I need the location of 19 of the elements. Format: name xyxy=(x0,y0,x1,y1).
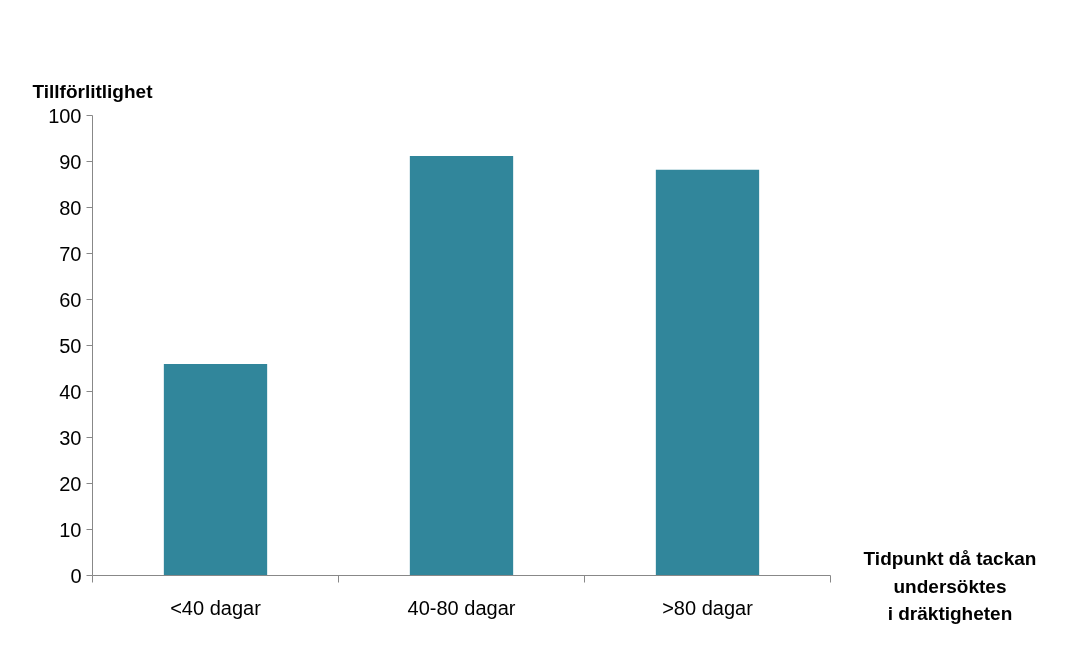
y-tick-label: 0 xyxy=(70,564,82,587)
y-tick-label: 100 xyxy=(48,104,82,127)
bar xyxy=(409,155,514,576)
y-tick-label: 20 xyxy=(59,472,82,495)
bar xyxy=(163,363,268,576)
x-tick-label: >80 dagar xyxy=(662,596,754,619)
x-tick-label: 40-80 dagar xyxy=(407,596,516,619)
x-axis-title: Tidpunkt då tackan undersöktes i dräktigheten xyxy=(863,547,1037,627)
y-tick-label: 40 xyxy=(59,380,82,403)
y-axis-title: Tillförlitlighet xyxy=(32,80,154,102)
y-tick-label: 70 xyxy=(59,242,82,265)
bar xyxy=(655,169,760,576)
y-tick-label: 30 xyxy=(59,426,82,449)
y-tick-label: 90 xyxy=(59,150,82,173)
y-tick-label: 60 xyxy=(59,288,82,311)
y-tick-label: 80 xyxy=(59,196,82,219)
y-tick-label: 10 xyxy=(59,518,82,541)
y-tick-label: 50 xyxy=(59,334,82,357)
x-tick-label: <40 dagar xyxy=(170,596,262,619)
